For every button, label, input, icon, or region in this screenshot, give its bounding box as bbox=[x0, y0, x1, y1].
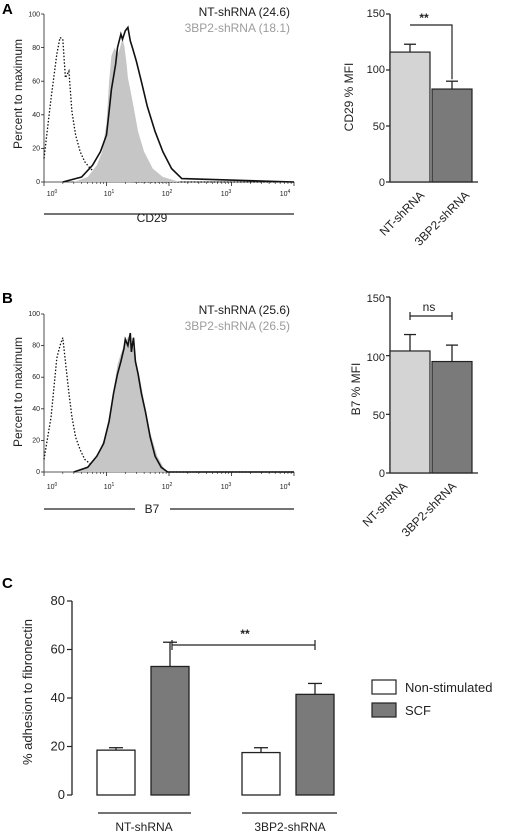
hist-a-y-tick: 40 bbox=[32, 112, 40, 119]
hist-b-x-axis-label: B7 bbox=[145, 502, 160, 516]
hist-b-y-ticks: 0 20 40 60 80 100 bbox=[28, 311, 40, 476]
bar-a-bar-nt-shrna bbox=[389, 51, 431, 183]
hist-a-y-ticks: 0 20 40 60 80 100 bbox=[28, 12, 40, 187]
hist-a-y-axis-label: Percent to maximum bbox=[11, 39, 25, 149]
hist-a-y-tick: 100 bbox=[28, 12, 40, 19]
panel-c-letter: C bbox=[2, 575, 13, 592]
hist-a-x-tick: 100 bbox=[47, 189, 58, 198]
bar-c-bar-non-stimulated bbox=[96, 749, 136, 796]
hist-b-x-tick: 101 bbox=[104, 482, 115, 491]
bar-c-x-label-3bp2: 3BP2-shRNA bbox=[254, 820, 325, 834]
hist-b-y-tick: 100 bbox=[28, 311, 40, 318]
bar-c-y-tick: 60 bbox=[51, 642, 65, 657]
hist-b-x-tick: 102 bbox=[162, 482, 173, 491]
bar-a-y-tick: 50 bbox=[373, 121, 385, 133]
bar-b-y-tick: 150 bbox=[367, 293, 385, 305]
hist-b-series-3bp2-shrna bbox=[73, 336, 294, 472]
hist-a-x-tick: 104 bbox=[280, 189, 291, 198]
bar-a-y-tick: 0 bbox=[379, 177, 385, 189]
bar-b-bar-3bp2-shrna bbox=[431, 360, 473, 474]
hist-a-legend-nt: NT-shRNA (24.6) bbox=[199, 5, 290, 19]
bar-a-y-ticks: 0 50 100 150 bbox=[367, 8, 385, 189]
bar-b-x-label-nt: NT-shRNA bbox=[360, 479, 410, 529]
hist-b-series-isotype bbox=[43, 337, 294, 473]
legend-swatch-scf bbox=[371, 702, 397, 718]
panel-b-letter: B bbox=[2, 290, 13, 307]
bar-a-bar-3bp2-shrna bbox=[431, 88, 473, 183]
hist-b-x-tick: 104 bbox=[280, 482, 291, 491]
hist-a-series-nt-shrna bbox=[62, 25, 295, 183]
bar-c-y-tick: 40 bbox=[51, 690, 65, 705]
bar-b-plot-area bbox=[386, 296, 478, 474]
panel-a-bar-chart: CD29 % MFI 0 50 100 150 NT-shRNA 3BP2-sh… bbox=[342, 8, 478, 249]
bar-b-y-ticks: 0 50 100 150 bbox=[367, 293, 385, 480]
bar-c-legend: Non-stimulated SCF bbox=[371, 679, 492, 718]
bar-b-y-tick: 50 bbox=[373, 410, 385, 422]
hist-a-x-tick: 102 bbox=[162, 189, 173, 198]
bar-b-y-tick: 100 bbox=[367, 352, 385, 364]
hist-a-legend-3bp2: 3BP2-shRNA (18.1) bbox=[185, 21, 290, 35]
hist-a-series-isotype bbox=[43, 36, 294, 183]
bar-a-plot-area bbox=[386, 13, 478, 183]
bar-a-y-tick: 150 bbox=[367, 8, 385, 20]
bar-c-bar-scf bbox=[295, 693, 335, 796]
bar-c-plot-area bbox=[67, 600, 335, 796]
hist-b-y-tick: 40 bbox=[32, 406, 40, 413]
bar-b-y-tick: 0 bbox=[379, 468, 385, 480]
hist-b-legend-nt: NT-shRNA (25.6) bbox=[199, 303, 290, 317]
panel-a-letter: A bbox=[2, 1, 13, 18]
legend-label-scf: SCF bbox=[405, 703, 431, 718]
hist-b-x-tick: 103 bbox=[221, 482, 232, 491]
hist-b-y-tick: 0 bbox=[36, 469, 40, 476]
panel-c-bar-chart: % adhesion to fibronectin 0 20 40 60 80 … bbox=[20, 593, 492, 834]
bar-b-y-axis-label: B7 % MFI bbox=[349, 363, 363, 416]
hist-a-y-tick: 20 bbox=[32, 146, 40, 153]
bar-a-significance-bracket bbox=[410, 24, 453, 80]
hist-b-y-tick: 80 bbox=[32, 343, 40, 350]
hist-b-y-axis-label: Percent to maximum bbox=[11, 337, 25, 447]
bar-a-y-axis-label: CD29 % MFI bbox=[342, 63, 356, 132]
bar-a-significance-label: ** bbox=[419, 11, 429, 25]
hist-b-plot-area bbox=[41, 313, 295, 476]
hist-a-y-tick: 60 bbox=[32, 79, 40, 86]
legend-label-non-stimulated: Non-stimulated bbox=[405, 680, 492, 695]
bar-c-y-ticks: 0 20 40 60 80 bbox=[51, 593, 65, 802]
hist-a-x-ticks: 100 101 102 103 104 bbox=[47, 189, 291, 198]
bar-b-significance-label: ns bbox=[423, 300, 436, 314]
hist-b-x-ticks: 100 101 102 103 104 bbox=[47, 482, 291, 491]
hist-a-x-tick: 101 bbox=[104, 189, 115, 198]
hist-b-y-tick: 60 bbox=[32, 374, 40, 381]
legend-swatch-non-stimulated bbox=[371, 679, 397, 695]
bar-c-y-tick: 20 bbox=[51, 739, 65, 754]
hist-a-y-tick: 80 bbox=[32, 45, 40, 52]
hist-b-series-nt-shrna bbox=[73, 332, 294, 473]
panel-b-histogram: Percent to maximum 0 20 40 60 80 100 100… bbox=[11, 303, 295, 516]
bar-c-y-axis-label: % adhesion to fibronectin bbox=[20, 619, 35, 765]
bar-c-bar-scf bbox=[150, 665, 190, 796]
bar-b-bar-nt-shrna bbox=[389, 350, 431, 474]
panel-b-bar-chart: B7 % MFI 0 50 100 150 NT-shRNA 3BP2-shRN… bbox=[349, 293, 478, 540]
bar-c-y-tick: 80 bbox=[51, 593, 65, 608]
bar-c-significance-label: ** bbox=[240, 627, 250, 641]
hist-b-y-tick: 20 bbox=[32, 437, 40, 444]
hist-a-series-3bp2-shrna bbox=[73, 37, 294, 182]
panel-a-histogram: Percent to maximum 0 20 40 60 80 100 100… bbox=[11, 5, 295, 225]
hist-a-y-tick: 0 bbox=[36, 179, 40, 186]
hist-b-legend-3bp2: 3BP2-shRNA (26.5) bbox=[185, 319, 290, 333]
bar-c-x-label-nt: NT-shRNA bbox=[115, 820, 172, 834]
hist-a-x-axis-label: CD29 bbox=[137, 211, 168, 225]
hist-b-x-tick: 100 bbox=[47, 482, 58, 491]
bar-c-y-tick: 0 bbox=[58, 787, 65, 802]
hist-a-plot-area bbox=[41, 13, 295, 186]
hist-a-x-tick: 103 bbox=[221, 189, 232, 198]
bar-a-y-tick: 100 bbox=[367, 64, 385, 76]
bar-c-bar-non-stimulated bbox=[241, 751, 281, 796]
